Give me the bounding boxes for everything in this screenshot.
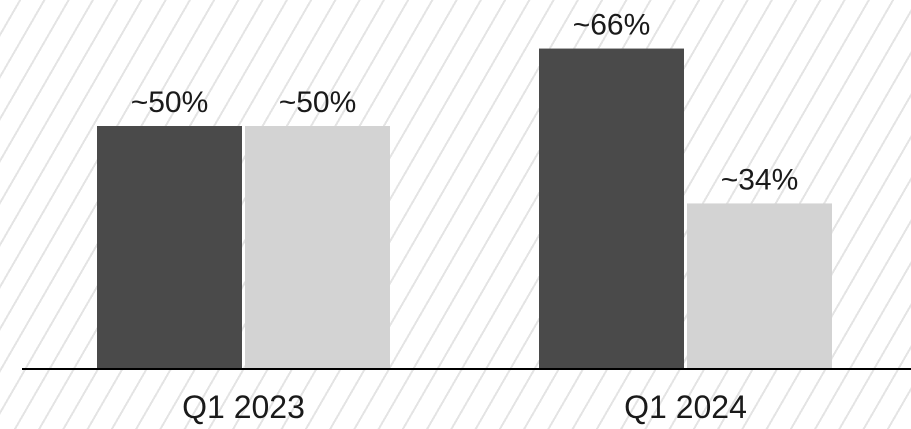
data-label: ~66% bbox=[573, 9, 651, 42]
bars-layer bbox=[97, 48, 832, 369]
x-tick-label: Q1 2024 bbox=[624, 389, 747, 425]
category-labels-layer: Q1 2023 Q1 2024 bbox=[182, 389, 747, 425]
x-tick-label: Q1 2023 bbox=[182, 389, 305, 425]
bar-q1-2024-1 bbox=[539, 48, 684, 369]
data-label: ~50% bbox=[279, 86, 357, 119]
data-label: ~50% bbox=[131, 86, 209, 119]
bar-q1-2023-1 bbox=[97, 126, 242, 368]
data-label: ~34% bbox=[721, 163, 799, 196]
bar-q1-2024-2 bbox=[687, 203, 832, 368]
bar-q1-2023-2 bbox=[245, 126, 390, 368]
value-labels-layer: ~50% ~50% ~66% ~34% bbox=[131, 9, 799, 197]
